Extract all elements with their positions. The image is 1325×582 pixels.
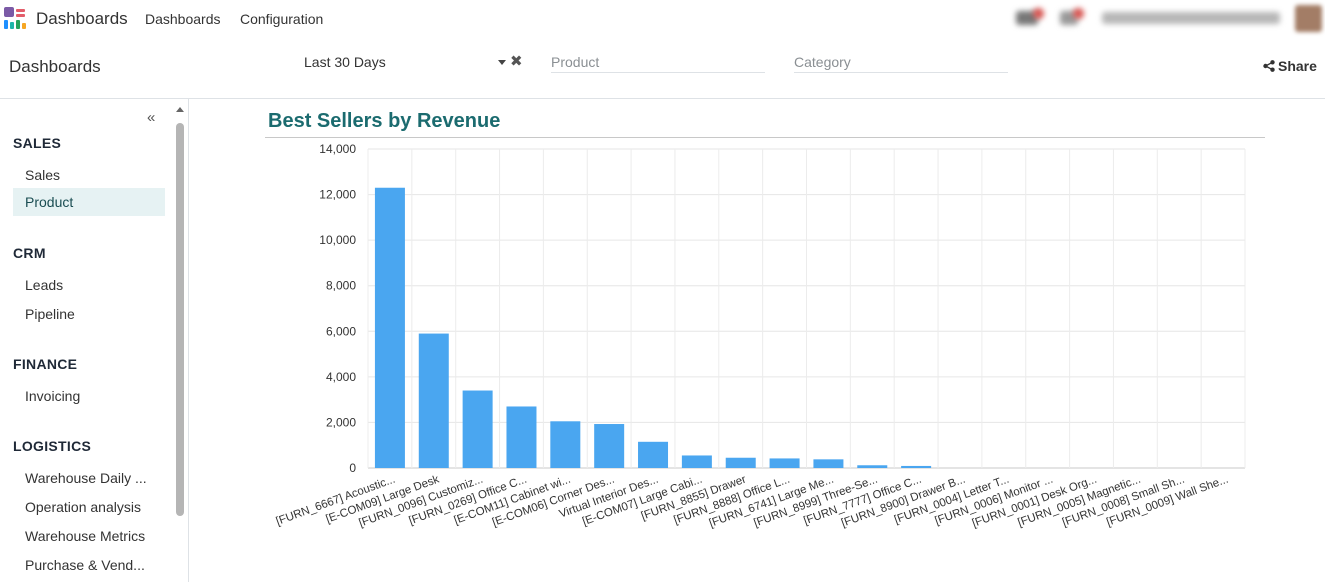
sidebar-item-warehouse-daily[interactable]: Warehouse Daily ...	[25, 470, 147, 486]
y-tick-label: 0	[349, 461, 356, 475]
menu-dashboards[interactable]: Dashboards	[145, 11, 221, 27]
y-axis-ticks: 0 2,000 4,000 6,000 8,000 10,000 12,000 14,000	[319, 142, 356, 475]
category-filter-placeholder: Category	[794, 54, 851, 70]
chevron-down-icon[interactable]	[498, 60, 506, 65]
category-filter-input[interactable]: Category	[794, 51, 1008, 73]
bar	[901, 465, 932, 468]
bar	[681, 455, 712, 468]
y-tick-label: 4,000	[326, 370, 356, 384]
sidebar-item-leads[interactable]: Leads	[25, 277, 64, 293]
company-switcher[interactable]	[1102, 12, 1280, 24]
date-filter-value: Last 30 Days	[304, 54, 386, 70]
y-tick-label: 6,000	[326, 324, 356, 338]
bar	[506, 406, 537, 468]
sidebar-item-pipeline[interactable]: Pipeline	[25, 306, 75, 322]
sidebar-item-product[interactable]: Product	[13, 188, 165, 216]
product-filter-input[interactable]: Product	[551, 51, 765, 73]
bar	[462, 390, 493, 468]
bar	[769, 458, 800, 468]
y-tick-label: 10,000	[319, 233, 356, 247]
app-logo-icon[interactable]	[4, 7, 26, 29]
chart-bars	[374, 187, 932, 468]
title-divider	[265, 137, 1265, 138]
menu-configuration[interactable]: Configuration	[240, 11, 324, 27]
collapse-sidebar-icon[interactable]: «	[147, 109, 156, 126]
chart-grid	[367, 148, 1246, 469]
sidebar-item-purchase-vendor[interactable]: Purchase & Vend...	[25, 557, 145, 573]
y-tick-label: 14,000	[319, 142, 356, 156]
bar	[725, 457, 756, 468]
y-tick-label: 2,000	[326, 415, 356, 429]
sidebar-item-invoicing[interactable]: Invoicing	[25, 388, 81, 404]
section-title-crm: CRM	[13, 245, 46, 261]
chart-title: Best Sellers by Revenue	[268, 110, 501, 132]
sidebar-item-sales[interactable]: Sales	[25, 167, 61, 183]
control-panel: Dashboards Last 30 Days ✖ Product Catego…	[0, 37, 1325, 99]
bar	[594, 424, 625, 468]
user-avatar[interactable]	[1295, 5, 1322, 32]
scroll-up-arrow-icon[interactable]	[176, 107, 184, 112]
y-tick-label: 12,000	[319, 188, 356, 202]
section-title-logistics: LOGISTICS	[13, 438, 92, 454]
dashboard-sidebar: « SALES Sales Product CRM Leads Pipeline…	[0, 99, 189, 582]
bar	[638, 441, 669, 468]
top-navbar: Dashboards Dashboards Configuration	[0, 0, 1325, 37]
y-tick-label: 8,000	[326, 279, 356, 293]
bar	[374, 187, 405, 468]
bar	[813, 459, 844, 468]
activity-icon[interactable]	[1060, 8, 1084, 25]
breadcrumb: Dashboards	[9, 57, 101, 76]
share-icon	[1263, 60, 1275, 72]
bar	[418, 333, 449, 468]
section-title-sales: SALES	[13, 135, 62, 151]
sidebar-scrollbar[interactable]	[174, 103, 186, 582]
app-title[interactable]: Dashboards	[36, 9, 128, 28]
clear-filter-icon[interactable]: ✖	[510, 53, 523, 70]
product-filter-placeholder: Product	[551, 54, 600, 70]
share-label: Share	[1278, 58, 1317, 74]
best-sellers-bar-chart: 02,0004,0006,0008,00010,00012,00014,000 …	[275, 142, 1246, 530]
bar	[857, 465, 888, 468]
x-axis-ticks: [FURN_6667] Acoustic...[E-COM09] Large D…	[275, 473, 1231, 529]
chat-icon[interactable]	[1016, 8, 1044, 25]
section-title-finance: FINANCE	[13, 356, 78, 372]
sidebar-item-operation-analysis[interactable]: Operation analysis	[25, 499, 141, 515]
scrollbar-thumb[interactable]	[176, 123, 184, 516]
date-filter-select[interactable]: Last 30 Days ✖	[304, 51, 523, 73]
sidebar-item-warehouse-metrics[interactable]: Warehouse Metrics	[25, 528, 146, 544]
bar	[550, 421, 581, 468]
